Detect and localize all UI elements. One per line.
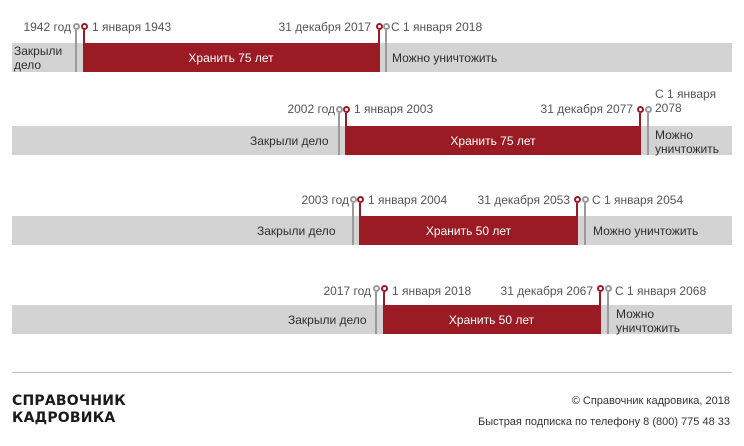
- marker-stem-start: [83, 30, 85, 72]
- marker-stem-end: [599, 292, 601, 334]
- timeline-3: Закрыли дело Хранить 50 лет Можно уничто…: [12, 186, 732, 246]
- timeline-4: Закрыли дело Хранить 50 лет Можно уничто…: [12, 275, 732, 337]
- marker-stem-end: [378, 30, 380, 72]
- marker-label-destroy: С 1 января 2078: [655, 87, 717, 115]
- marker-stem-start: [345, 113, 347, 155]
- closed-label: Закрыли дело: [14, 44, 63, 72]
- marker-stem-closed: [338, 113, 340, 155]
- brand-line-1: СПРАВОЧНИК: [12, 393, 126, 409]
- marker-dot-start: [381, 285, 388, 292]
- timeline-1: Закрыли дело Хранить 75 лет Можно уничто…: [12, 14, 732, 74]
- marker-stem-destroy: [584, 203, 586, 245]
- brand-logo: СПРАВОЧНИК КАДРОВИКА: [12, 393, 126, 427]
- marker-dot-closed: [336, 106, 343, 113]
- marker-stem-destroy: [607, 292, 609, 334]
- marker-dot-closed: [350, 196, 357, 203]
- marker-dot-end: [376, 23, 383, 30]
- marker-stem-end: [576, 203, 578, 245]
- closed-label: Закрыли дело: [257, 224, 336, 238]
- marker-stem-closed: [75, 30, 77, 72]
- marker-label-closed: 2002 год: [287, 102, 335, 116]
- marker-stem-end: [639, 113, 641, 155]
- marker-dot-start: [357, 196, 364, 203]
- marker-stem-start: [359, 203, 361, 245]
- destroy-label: Можно уничтожить: [655, 128, 719, 156]
- marker-dot-destroy: [582, 196, 589, 203]
- destroy-label: Можно уничтожить: [593, 224, 699, 238]
- timeline-2: Закрыли дело Хранить 75 лет Можно уничто…: [12, 86, 732, 158]
- footer-divider: [12, 372, 732, 373]
- marker-dot-end: [574, 196, 581, 203]
- marker-label-start: 1 января 2018: [392, 284, 472, 298]
- marker-dot-destroy: [645, 106, 652, 113]
- destroy-label: Можно уничтожить: [616, 307, 680, 335]
- marker-dot-closed: [373, 285, 380, 292]
- marker-label-start: 1 января 2004: [368, 193, 448, 207]
- closed-label: Закрыли дело: [250, 134, 329, 148]
- marker-label-start: 1 января 1943: [92, 20, 172, 34]
- subscription-phone: Быстрая подписка по телефону 8 (800) 775…: [478, 416, 730, 428]
- store-period-bar: Хранить 50 лет: [383, 305, 600, 334]
- marker-label-destroy: С 1 января 2018: [391, 20, 483, 34]
- marker-label-closed: 1942 год: [23, 20, 71, 34]
- marker-label-end: 31 декабря 2053: [477, 193, 570, 207]
- marker-label-end: 31 декабря 2077: [540, 102, 633, 116]
- marker-label-end: 31 декабря 2067: [500, 284, 593, 298]
- marker-label-destroy: С 1 января 2068: [615, 284, 707, 298]
- marker-dot-destroy: [383, 23, 390, 30]
- marker-dot-closed: [73, 23, 80, 30]
- destroy-label: Можно уничтожить: [392, 51, 498, 65]
- marker-stem-closed: [375, 292, 377, 334]
- brand-line-2: КАДРОВИКА: [12, 410, 116, 426]
- store-period-bar: Хранить 75 лет: [345, 126, 641, 155]
- store-period-bar: Хранить 50 лет: [360, 216, 577, 245]
- marker-dot-end: [597, 285, 604, 292]
- marker-label-start: 1 января 2003: [354, 102, 434, 116]
- marker-dot-start: [81, 23, 88, 30]
- closed-label: Закрыли дело: [288, 313, 367, 327]
- timeline-bar: [12, 305, 732, 334]
- copyright-text: © Справочник кадровика, 2018: [571, 395, 730, 407]
- store-period-bar: Хранить 75 лет: [83, 43, 379, 72]
- marker-stem-destroy: [647, 113, 649, 155]
- marker-stem-destroy: [385, 30, 387, 72]
- marker-stem-start: [383, 292, 385, 334]
- marker-dot-start: [343, 106, 350, 113]
- marker-label-closed: 2003 год: [301, 193, 349, 207]
- marker-dot-end: [637, 106, 644, 113]
- marker-dot-destroy: [605, 285, 612, 292]
- marker-label-destroy: С 1 января 2054: [592, 193, 684, 207]
- marker-stem-closed: [352, 203, 354, 245]
- marker-label-end: 31 декабря 2017: [278, 20, 371, 34]
- marker-label-closed: 2017 год: [323, 284, 371, 298]
